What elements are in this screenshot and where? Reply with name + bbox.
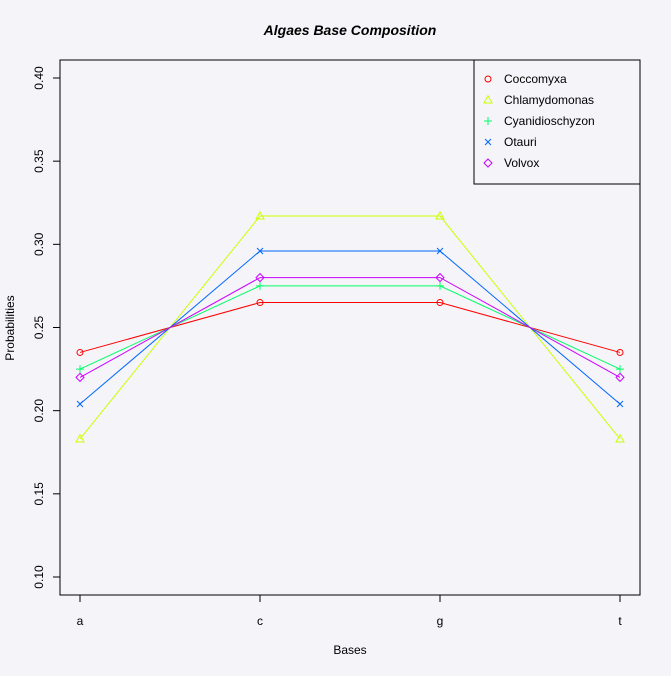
legend-label: Cyanidioschyzon [504,114,595,128]
chart-title: Algaes Base Composition [263,22,437,38]
data-point-diamond [615,372,625,383]
y-tick-label: 0.15 [32,482,46,506]
data-point-plus [436,281,444,290]
legend: Coccomyxa Chlamydomonas Cyanidioschyzon Ota… [473,59,641,185]
y-axis: 0.10 0.15 0.20 0.25 0.30 0.35 0.40 [32,66,61,589]
series-layer [75,210,625,443]
data-point-diamond [75,372,85,383]
series-chlamydomonas [75,210,625,443]
legend-item: Chlamydomonas [483,93,594,107]
x-axis-label: Bases [333,643,366,657]
legend-label: Chlamydomonas [504,93,594,107]
series-coccomyxa [76,299,624,356]
plot-frame [59,59,641,596]
data-point-triangle [435,210,445,220]
data-point-diamond [483,158,493,168]
data-point-circle [256,299,264,307]
data-point-plus [616,365,624,374]
x-tick-label: g [437,614,444,628]
series-cyanidioschyzon [76,281,624,374]
data-point-circle [484,75,492,83]
y-tick-label: 0.25 [32,315,46,339]
data-point-diamond [255,272,265,283]
data-point-cross [616,400,624,408]
series-line [79,302,621,353]
legend-label: Volvox [504,156,539,170]
legend-item: Otauri [484,135,537,149]
data-point-cross [76,400,84,408]
data-point-plus [484,117,492,125]
legend-box [473,59,641,185]
data-point-cross [484,138,492,146]
x-tick-label: a [77,614,84,628]
data-point-circle [436,299,444,307]
x-tick-label: t [618,614,622,628]
data-point-triangle [75,433,85,443]
data-point-cross [436,247,444,255]
x-tick-label: c [257,614,263,628]
data-point-cross [256,247,264,255]
y-tick-label: 0.30 [32,232,46,256]
data-point-plus [76,365,84,374]
data-point-triangle [483,94,493,104]
y-tick-label: 0.40 [32,66,46,90]
legend-item: Volvox [483,156,539,170]
data-point-circle [76,348,84,356]
legend-item: Coccomyxa [484,72,567,86]
y-tick-label: 0.35 [32,149,46,173]
series-line [79,215,621,440]
data-point-plus [256,281,264,290]
series-line [79,250,621,405]
data-point-circle [616,348,624,356]
data-point-triangle [255,210,265,220]
y-tick-label: 0.10 [32,565,46,589]
y-tick-label: 0.20 [32,399,46,423]
legend-label: Coccomyxa [504,72,567,86]
legend-label: Otauri [504,135,537,149]
series-volvox [75,272,625,383]
series-line [79,285,621,370]
data-point-diamond [435,272,445,283]
series-otauri [76,247,624,408]
legend-item: Cyanidioschyzon [484,114,595,128]
y-axis-label: Probabilities [3,295,17,360]
series-line [79,277,621,378]
data-point-triangle [615,433,625,443]
